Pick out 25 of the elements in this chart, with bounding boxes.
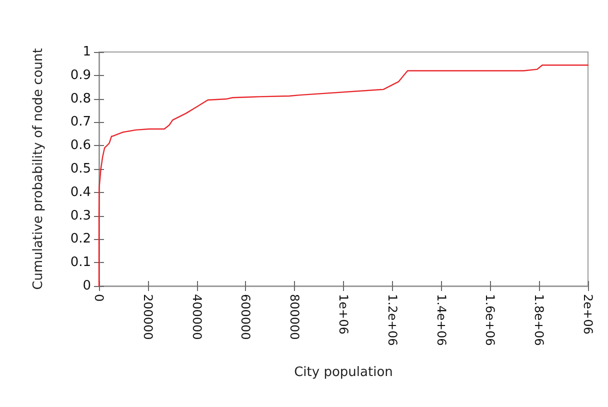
line-series [98, 64, 589, 287]
y-tick-label: 0 [82, 278, 91, 294]
x-tick-label: 1.4e+06 [434, 294, 448, 346]
y-tick-label: 0.3 [70, 208, 91, 224]
x-tick-label: 1.8e+06 [532, 294, 546, 346]
y-tick-label: 0.5 [70, 162, 91, 176]
x-axis-title: City population [294, 365, 393, 380]
y-tick-label: 0.4 [70, 184, 91, 200]
y-tick-label: 1 [82, 44, 91, 60]
y-tick-label: 0.8 [70, 91, 91, 106]
y-tick-label: 0.9 [70, 68, 91, 83]
x-tick-label: 0 [92, 294, 106, 302]
y-axis-title: Cumulative probability of node count [31, 48, 46, 290]
x-tick-label: 600000 [238, 294, 253, 340]
x-tick-label: 1.6e+06 [483, 294, 498, 346]
y-tick-label: 0.2 [70, 232, 91, 247]
y-tick-label: 0.1 [70, 255, 91, 270]
y-tick-label: 0.6 [70, 138, 91, 154]
y-tick-label: 0.7 [70, 114, 91, 130]
x-tick-label: 800000 [288, 294, 302, 340]
x-tick-label: 1.2e+06 [385, 294, 400, 346]
x-tick-label: 1e+06 [336, 294, 350, 334]
x-tick-label: 200000 [140, 294, 155, 340]
x-tick-label: 2e+06 [581, 294, 595, 334]
x-tick-label: 400000 [190, 294, 204, 340]
